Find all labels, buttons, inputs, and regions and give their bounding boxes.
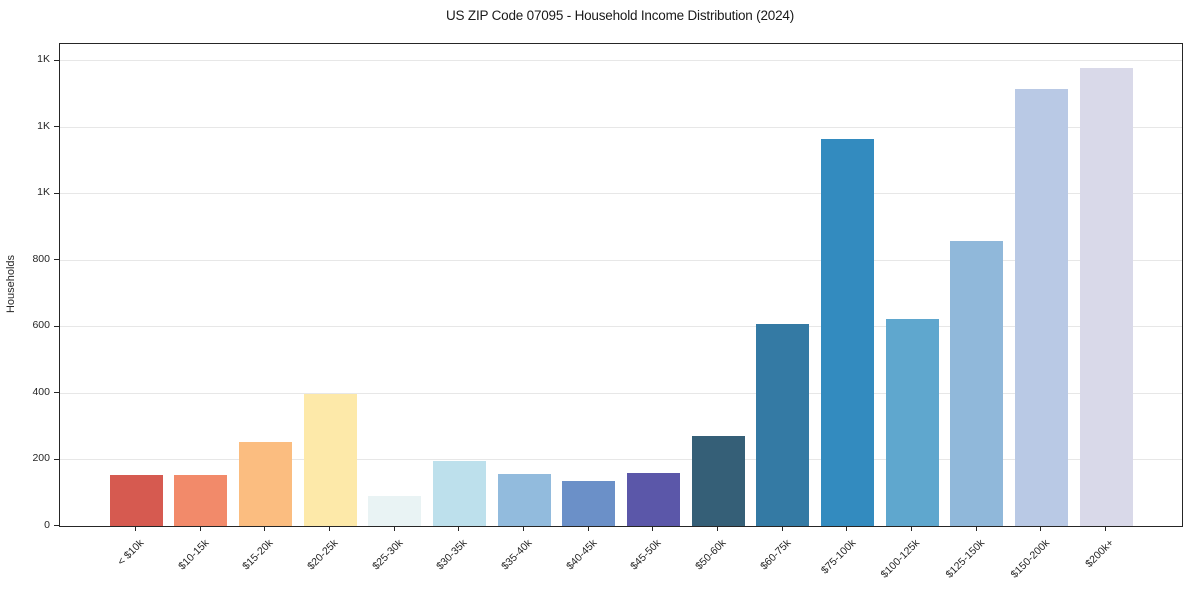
x-tick-label: $125-150k [943, 537, 988, 581]
bar-$10-15k [174, 475, 228, 526]
gridline [60, 459, 1182, 461]
x-tick-mark [717, 526, 718, 531]
x-tick-label: $60-75k [757, 537, 794, 573]
x-tick-label: $10-15k [175, 537, 212, 573]
gridline [60, 126, 1182, 128]
bar-$40-45k [562, 480, 616, 526]
chart-title: US ZIP Code 07095 - Household Income Dis… [446, 8, 794, 23]
bar-$45-50k [626, 472, 680, 526]
x-tick-label: $150-200k [1008, 537, 1052, 581]
x-tick-mark [458, 526, 460, 531]
x-tick-label: $100-125k [878, 537, 923, 581]
y-tick-mark [54, 325, 59, 327]
x-tick-mark [1105, 526, 1106, 531]
x-tick-mark [199, 526, 201, 531]
x-tick-mark [329, 526, 330, 531]
x-tick-label: $20-25k [305, 537, 341, 573]
y-tick-label: 400 [32, 385, 50, 398]
x-tick-mark [975, 526, 977, 531]
y-tick-label: 1K [37, 119, 50, 132]
y-tick-mark [54, 126, 59, 128]
x-tick-mark [911, 526, 912, 531]
y-tick-mark [54, 192, 59, 194]
y-tick-mark [54, 458, 59, 460]
x-tick-mark [393, 526, 395, 531]
x-tick-label: $15-20k [240, 537, 276, 573]
gridline [60, 392, 1182, 394]
x-tick-mark [652, 526, 654, 531]
y-tick-mark [54, 392, 59, 394]
x-tick-mark [264, 526, 266, 531]
bar-$50-60k [691, 436, 745, 526]
x-tick-label: $50-60k [693, 537, 729, 573]
x-tick-label: $25-30k [369, 537, 406, 573]
bar-$35-40k [497, 474, 551, 526]
bar-$15-20k [238, 442, 292, 526]
y-tick-label: 600 [32, 319, 50, 332]
x-tick-label: $45-50k [628, 537, 664, 573]
bar-$20-25k [303, 394, 357, 526]
bar-$60-75k [756, 323, 810, 526]
y-tick-label: 1K [37, 53, 50, 66]
x-tick-label: $40-45k [563, 537, 600, 573]
x-tick-label: < $10k [115, 537, 147, 568]
y-tick-mark [54, 525, 59, 526]
bar-$25-30k [368, 496, 422, 526]
gridline [60, 193, 1182, 195]
bar-< $10k [109, 475, 163, 526]
plot-area [59, 43, 1183, 527]
bar-$125-150k [950, 241, 1004, 526]
y-tick-label: 1K [37, 186, 50, 199]
x-tick-mark [135, 526, 136, 531]
y-tick-mark [54, 259, 59, 261]
x-tick-mark [781, 526, 783, 531]
x-tick-mark [587, 526, 589, 531]
gridline [60, 326, 1182, 328]
x-tick-mark [846, 526, 848, 531]
bar-$100-125k [885, 319, 939, 526]
bar-$75-100k [820, 138, 874, 526]
bar-$150-200k [1014, 88, 1068, 526]
bar-$200k+ [1079, 67, 1133, 526]
x-tick-label: $35-40k [499, 537, 535, 573]
gridline [60, 60, 1182, 62]
y-tick-mark [54, 59, 59, 61]
y-tick-label: 0 [44, 518, 50, 531]
bar-$30-35k [432, 460, 486, 526]
x-tick-label: $75-100k [818, 537, 858, 577]
x-tick-label: $30-35k [434, 537, 470, 573]
y-tick-label: 200 [32, 452, 50, 465]
x-tick-mark [523, 526, 524, 531]
y-tick-label: 800 [32, 252, 50, 265]
x-tick-label: $200k+ [1083, 537, 1117, 571]
gridline [60, 259, 1182, 261]
x-tick-mark [1040, 526, 1042, 531]
